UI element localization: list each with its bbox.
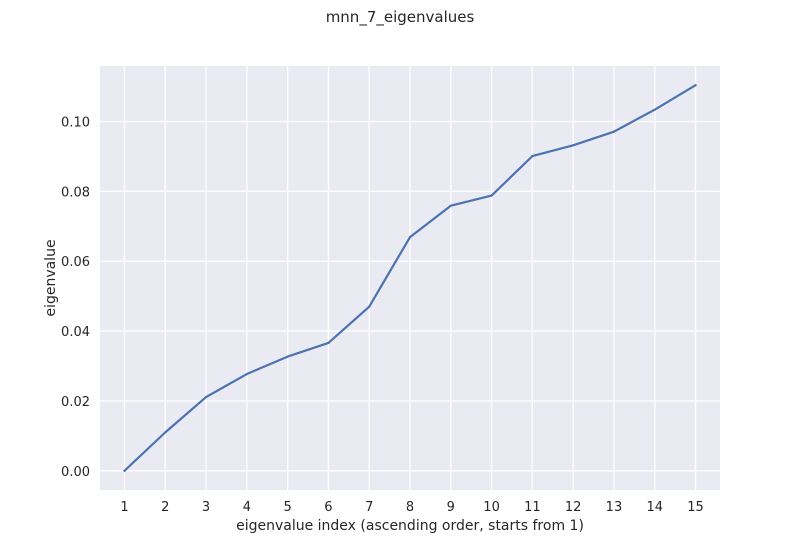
data-point <box>612 130 616 133</box>
data-point <box>123 469 126 472</box>
grid-lines <box>100 66 720 490</box>
x-tick-label: 15 <box>687 500 704 515</box>
y-tick-label: 0.06 <box>61 255 90 270</box>
x-axis-label: eigenvalue index (ascending order, start… <box>236 518 584 534</box>
x-axis-ticks: 1 2 3 4 5 6 7 8 9 10 11 12 13 14 15 <box>120 500 703 515</box>
data-point <box>653 108 656 111</box>
y-tick-label: 0.02 <box>61 395 90 410</box>
x-tick-label: 11 <box>524 500 541 515</box>
x-tick-label: 14 <box>646 500 663 515</box>
x-tick-label: 9 <box>447 500 455 515</box>
x-tick-label: 8 <box>406 500 414 515</box>
x-tick-label: 5 <box>283 500 291 515</box>
x-tick-label: 10 <box>483 500 500 515</box>
data-point <box>286 355 289 358</box>
chart-title: mnn_7_eigenvalues <box>325 8 475 26</box>
x-tick-label: 4 <box>243 500 251 515</box>
y-axis-ticks: 0.00 0.02 0.04 0.06 0.08 0.10 <box>61 116 90 480</box>
x-tick-label: 7 <box>365 500 373 515</box>
x-tick-label: 2 <box>161 500 169 515</box>
data-point <box>408 236 412 239</box>
y-tick-label: 0.00 <box>61 465 90 480</box>
data-point <box>490 194 493 197</box>
y-tick-label: 0.04 <box>61 325 90 340</box>
data-point <box>449 204 452 207</box>
data-point <box>531 155 534 158</box>
data-point <box>368 305 371 308</box>
data-point <box>204 395 208 399</box>
x-tick-label: 6 <box>324 500 332 515</box>
x-tick-label: 1 <box>120 500 128 515</box>
x-tick-label: 12 <box>565 500 582 515</box>
x-tick-label: 3 <box>202 500 210 515</box>
data-point <box>245 372 248 376</box>
data-point <box>327 341 330 345</box>
y-axis-label: eigenvalue <box>43 239 59 316</box>
data-point <box>572 144 575 147</box>
x-tick-label: 13 <box>606 500 623 515</box>
data-point <box>164 431 167 434</box>
series-layer <box>123 84 697 472</box>
data-point <box>694 84 697 87</box>
y-tick-label: 0.08 <box>61 185 90 200</box>
y-tick-label: 0.10 <box>61 116 90 131</box>
